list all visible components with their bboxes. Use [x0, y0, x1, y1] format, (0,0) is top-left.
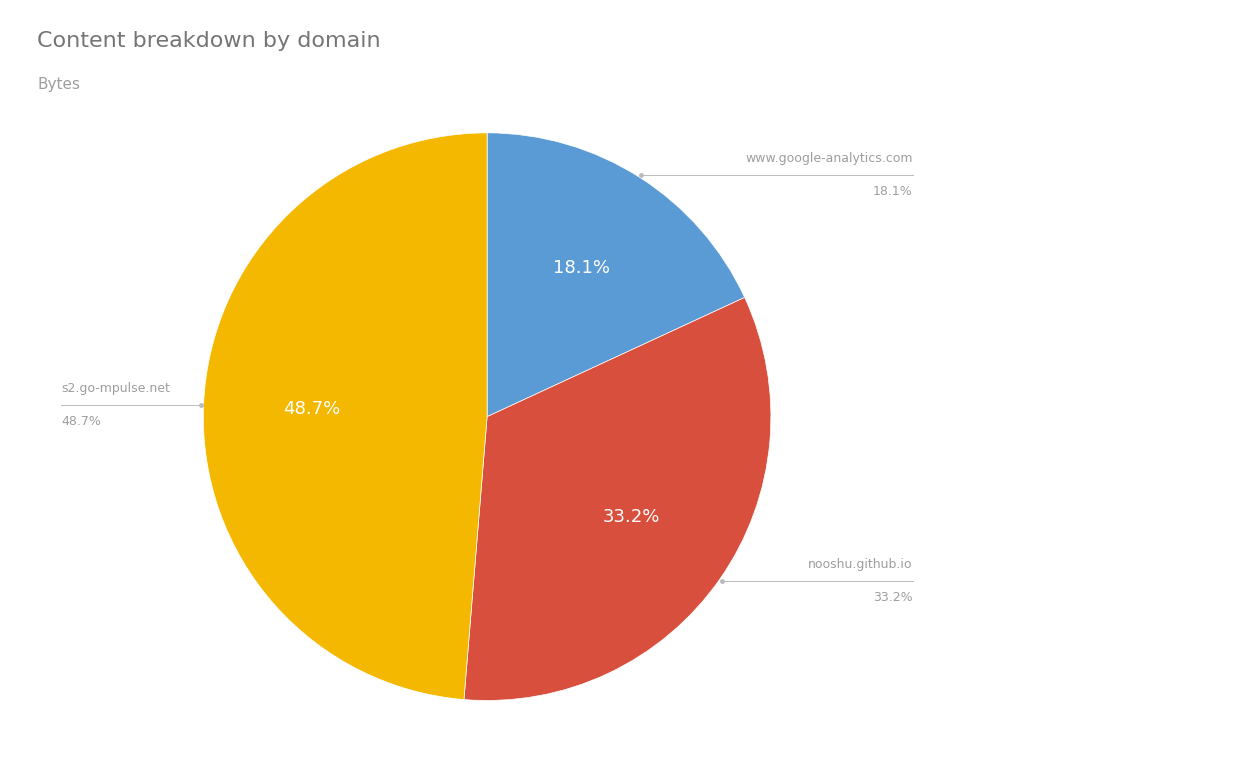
Wedge shape — [463, 297, 771, 700]
Wedge shape — [487, 133, 744, 416]
Text: 48.7%: 48.7% — [61, 415, 101, 428]
Text: 33.2%: 33.2% — [603, 509, 659, 526]
Text: nooshu.github.io: nooshu.github.io — [808, 558, 913, 570]
Text: 18.1%: 18.1% — [873, 185, 913, 198]
Text: 18.1%: 18.1% — [553, 259, 611, 277]
Text: Bytes: Bytes — [37, 77, 80, 92]
Text: 48.7%: 48.7% — [282, 400, 340, 419]
Text: www.google-analytics.com: www.google-analytics.com — [746, 152, 913, 165]
Text: Content breakdown by domain: Content breakdown by domain — [37, 31, 381, 51]
Text: s2.go-mpulse.net: s2.go-mpulse.net — [61, 382, 170, 395]
Text: 33.2%: 33.2% — [873, 591, 913, 604]
Wedge shape — [204, 133, 487, 700]
